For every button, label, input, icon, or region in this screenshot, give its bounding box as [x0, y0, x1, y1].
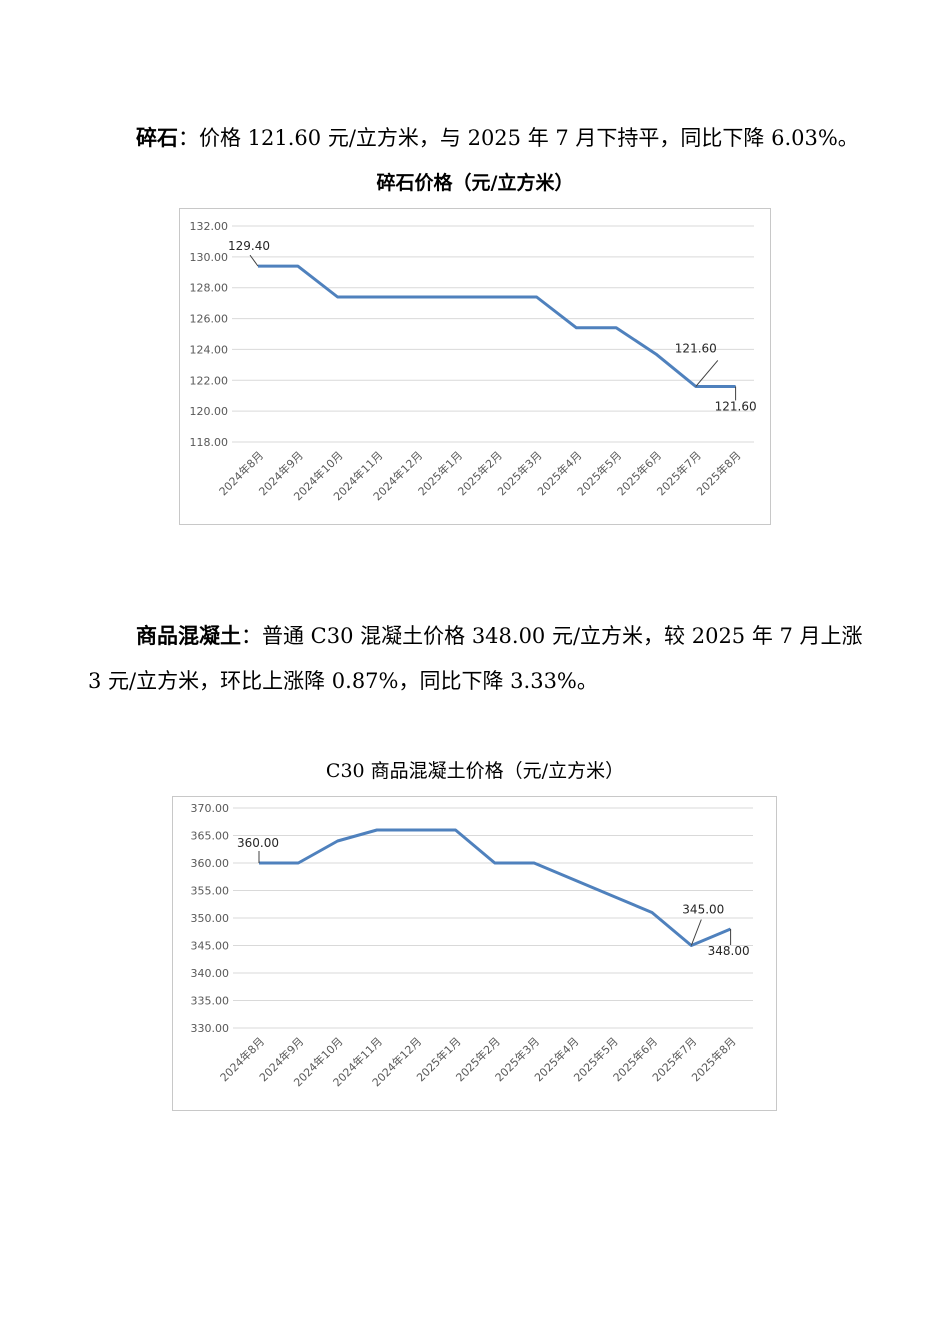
y-tick-label: 355.00: [191, 885, 230, 898]
concrete-text: ：普通 C30 混凝土价格 348.00 元/立方米，较 2025 年 7 月上…: [88, 624, 863, 693]
y-tick-label: 350.00: [191, 912, 230, 925]
data-label: 345.00: [682, 903, 724, 917]
y-tick-label: 120.00: [190, 405, 229, 418]
y-tick-label: 370.00: [191, 802, 230, 815]
y-tick-label: 345.00: [191, 940, 230, 953]
y-tick-label: 126.00: [190, 313, 229, 326]
y-tick-label: 340.00: [191, 967, 230, 980]
y-tick-label: 128.00: [190, 282, 229, 295]
y-tick-label: 330.00: [191, 1022, 230, 1035]
data-label: 129.40: [228, 239, 270, 253]
data-label-leader: [249, 254, 259, 267]
data-label-leader: [690, 919, 702, 946]
chart-gravel-svg: 118.00 120.00 122.00 124.00 126.00 128.00 130.…: [190, 220, 757, 503]
data-label: 348.00: [708, 944, 750, 958]
concrete-lead: 商品混凝土: [136, 624, 241, 648]
y-tick-label: 122.00: [190, 374, 229, 387]
chart-concrete: 330.00 335.00 340.00 345.00 350.00 355.00 360.…: [172, 796, 777, 1111]
data-label: 121.60: [715, 399, 757, 413]
chart-title-concrete: C30 商品混凝土价格（元/立方米）: [325, 760, 625, 782]
data-label-leader: [695, 360, 719, 387]
y-tick-label: 130.00: [190, 251, 229, 264]
y-tick-label: 365.00: [191, 830, 230, 843]
paragraph-concrete: 商品混凝土：普通 C30 混凝土价格 348.00 元/立方米，较 2025 年…: [88, 614, 864, 704]
gravel-lead: 碎石: [136, 126, 178, 150]
paragraph-gravel: 碎石：价格 121.60 元/立方米，与 2025 年 7 月下持平，同比下降 …: [88, 116, 864, 161]
gravel-text: ：价格 121.60 元/立方米，与 2025 年 7 月下持平，同比下降 6.…: [178, 126, 859, 150]
data-label: 121.60: [675, 341, 717, 355]
chart-gravel: 118.00 120.00 122.00 124.00 126.00 128.00 130.…: [179, 208, 771, 525]
chart-title-gravel: 碎石价格（元/立方米）: [376, 172, 574, 194]
data-label: 360.00: [237, 836, 279, 850]
chart-concrete-svg: 330.00 335.00 340.00 345.00 350.00 355.00 360.…: [191, 802, 753, 1089]
y-tick-label: 132.00: [190, 220, 229, 233]
y-tick-label: 335.00: [191, 995, 230, 1008]
series-line: [259, 828, 732, 947]
y-tick-label: 118.00: [190, 436, 229, 449]
series-line: [258, 264, 736, 388]
y-tick-label: 124.00: [190, 343, 229, 356]
y-tick-label: 360.00: [191, 857, 230, 870]
